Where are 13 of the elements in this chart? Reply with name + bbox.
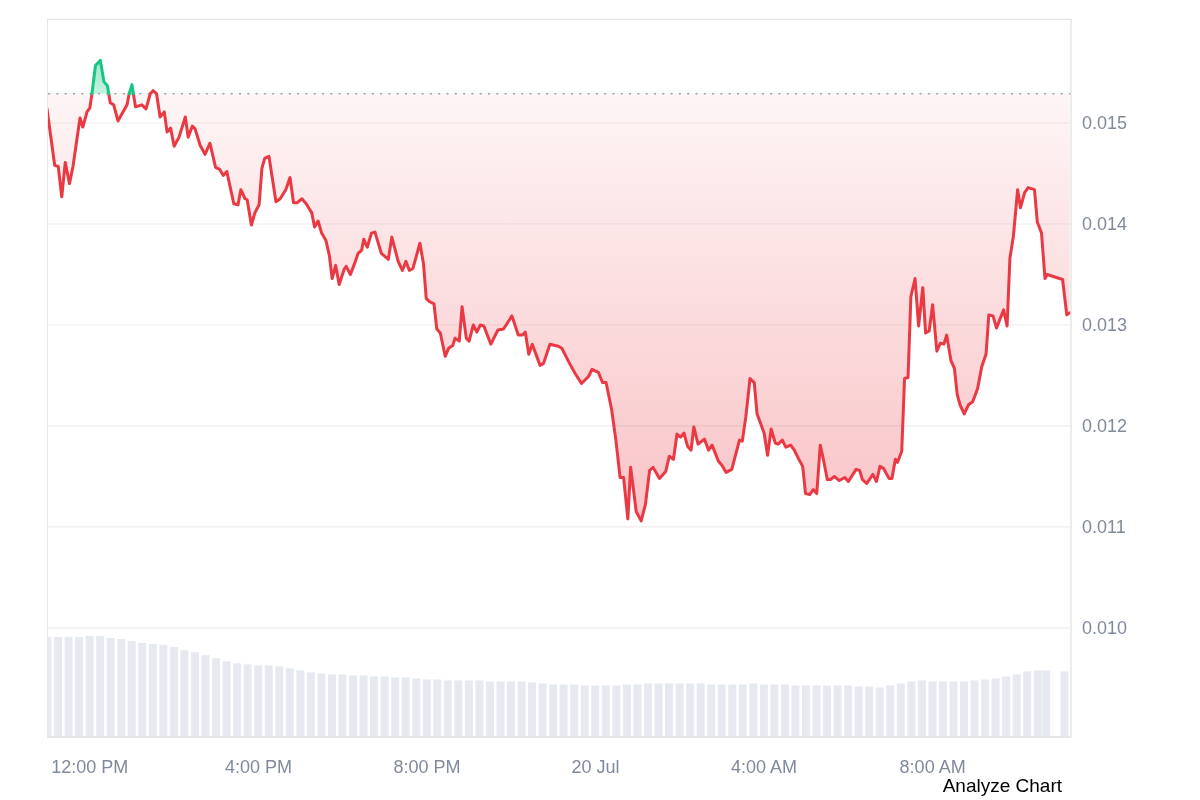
x-tick-label: 8:00 AM [899, 756, 966, 777]
y-tick-label: 0.013 [1082, 315, 1128, 336]
x-tick-label: 4:00 PM [224, 756, 292, 777]
y-tick-label: 0.015 [1082, 113, 1128, 134]
text: Analyze Chart [942, 775, 1062, 797]
y-tick-label: 0.011 [1082, 517, 1126, 538]
x-tick-label: 4:00 AM [731, 756, 798, 777]
y-tick-label: 0.014 [1082, 214, 1128, 235]
y-tick-label: 0.010 [1082, 618, 1128, 639]
x-tick-label: 12:00 PM [51, 756, 129, 777]
y-tick-label: 0.012 [1082, 416, 1128, 437]
x-tick-label: 20 Jul [571, 756, 620, 777]
x-tick-label: 8:00 PM [393, 756, 461, 777]
